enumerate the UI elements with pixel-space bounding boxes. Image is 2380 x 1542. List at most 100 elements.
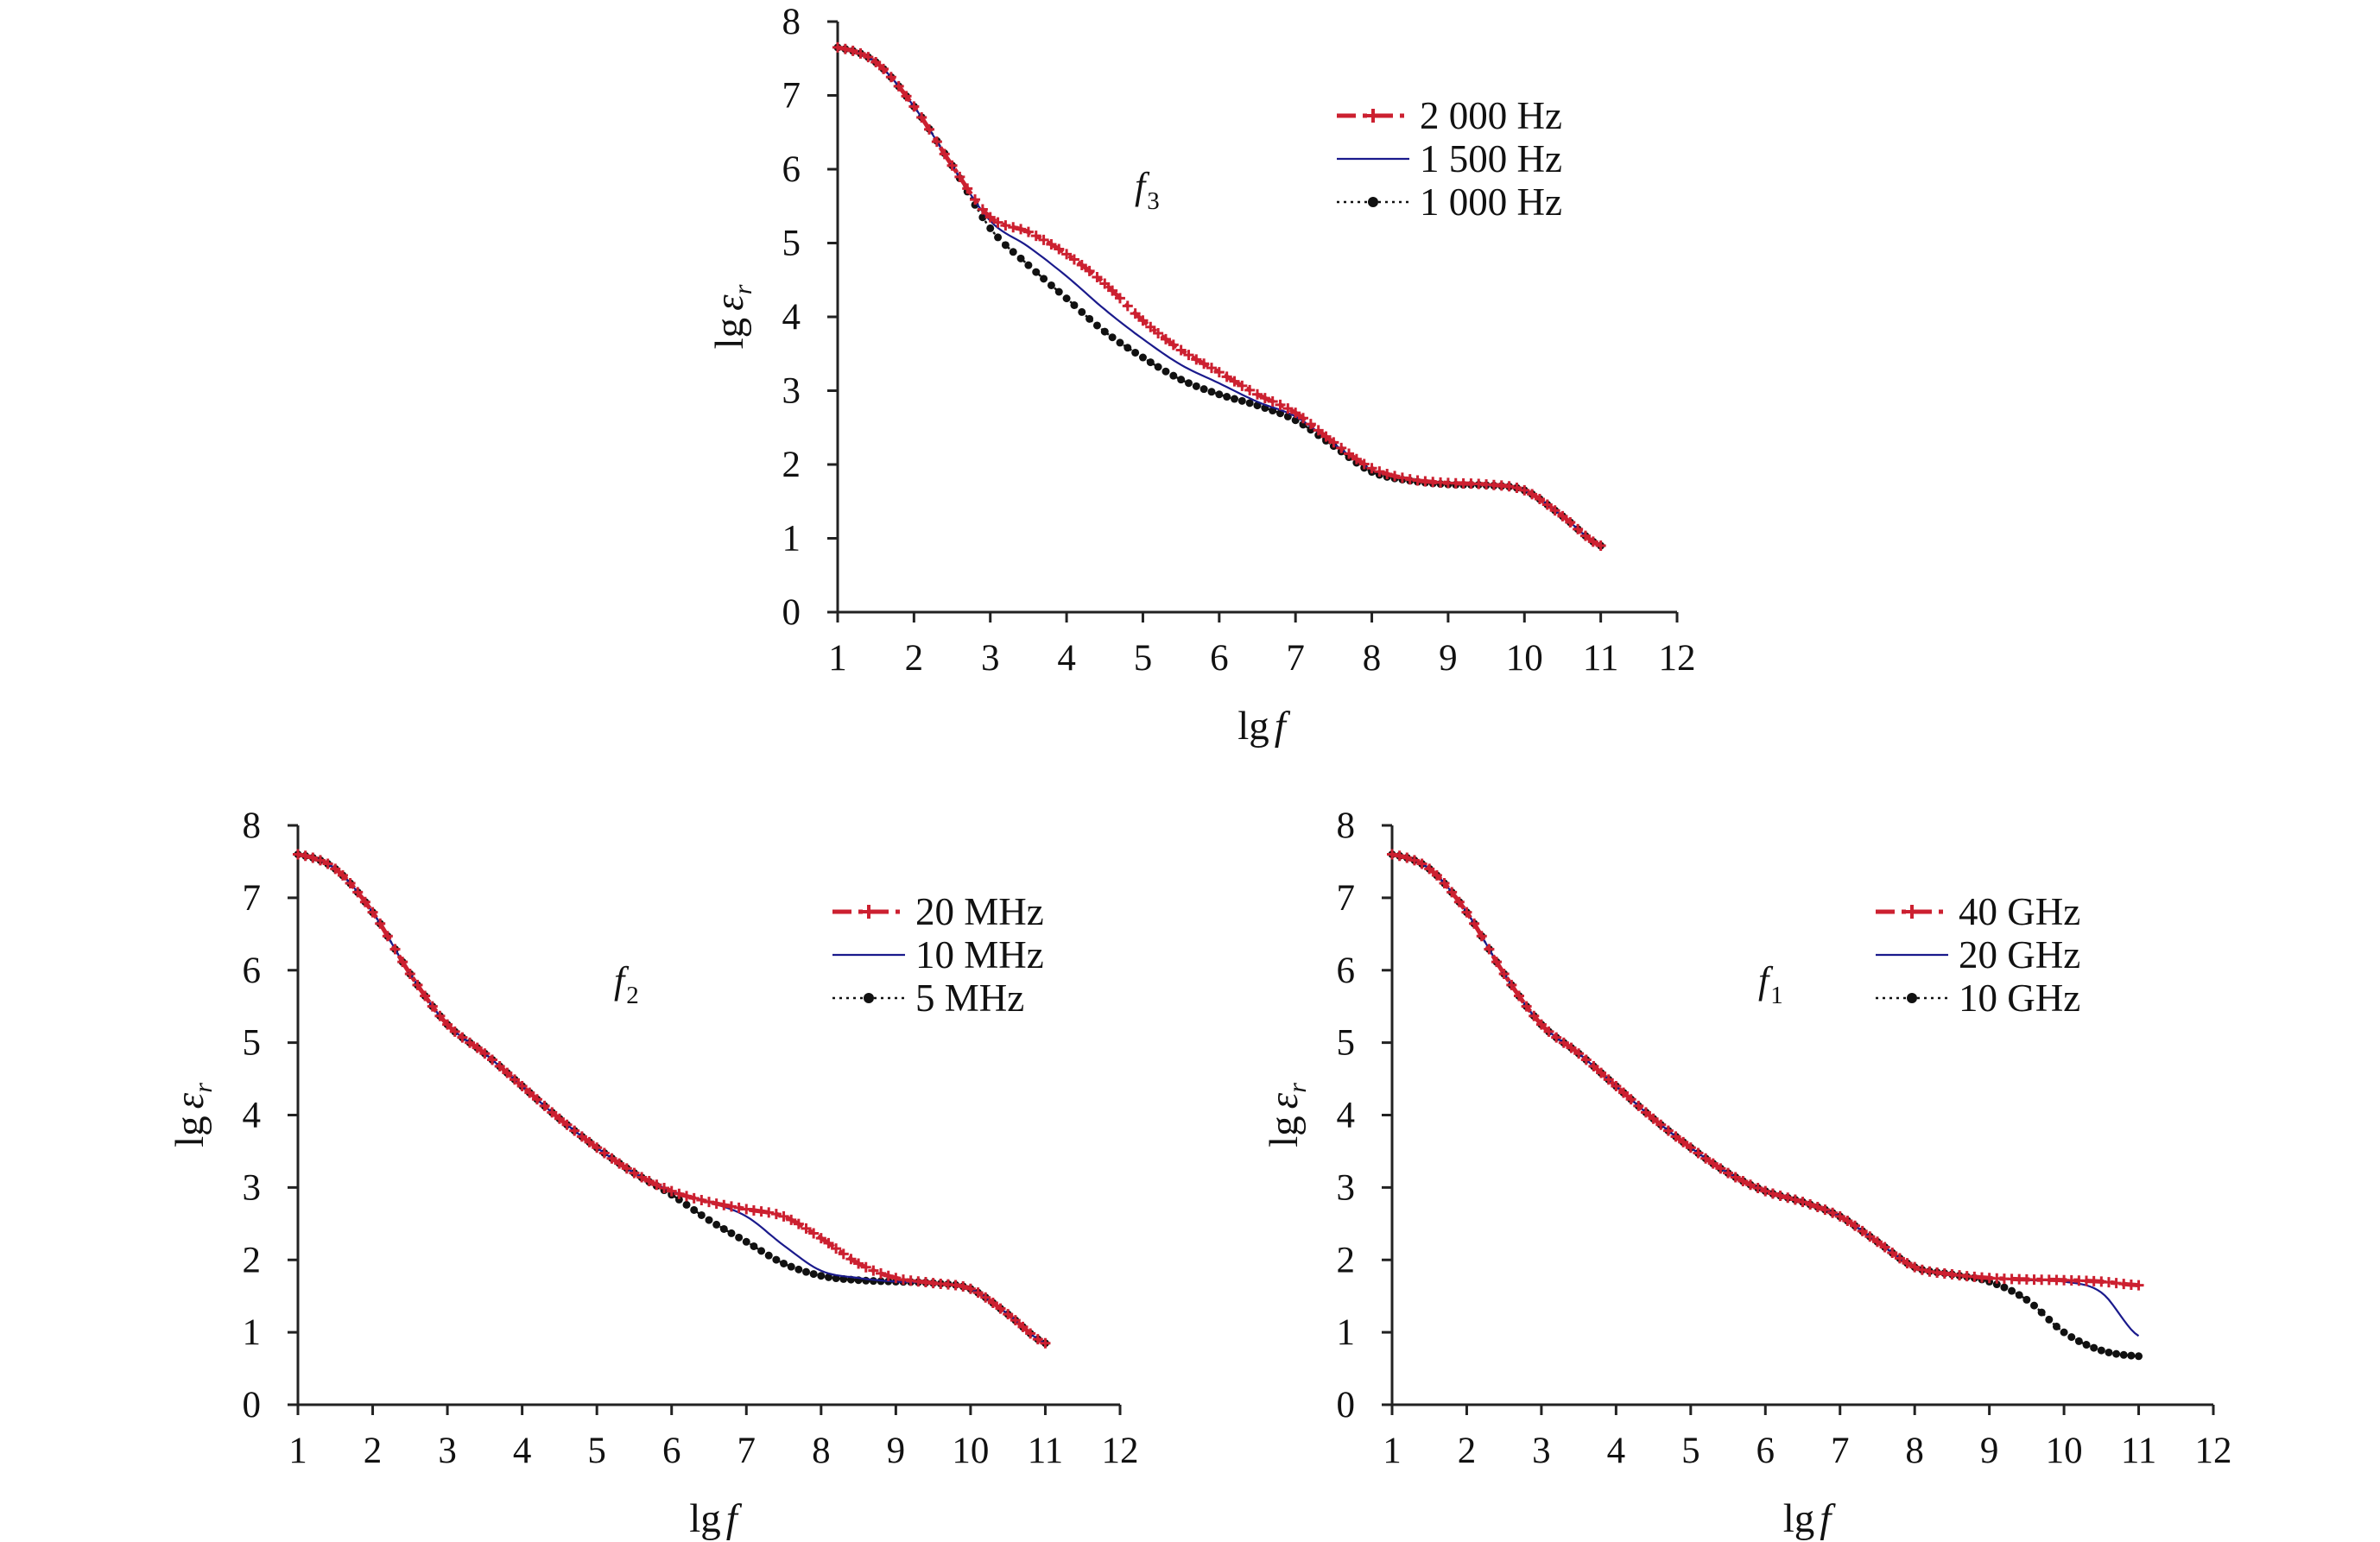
data-point: [1723, 1167, 1734, 1179]
data-point: [1032, 1334, 1043, 1345]
curve-annotation: f1: [1758, 959, 1783, 1009]
data-point: [1408, 855, 1420, 866]
data-point: [1738, 1175, 1749, 1186]
data-point: [1070, 300, 1079, 309]
data-point: [832, 41, 843, 53]
data-point: [1864, 1231, 1876, 1242]
data-point: [1328, 437, 1339, 448]
data-point: [1527, 489, 1538, 500]
data-point: [1168, 339, 1179, 351]
data-point: [727, 1229, 736, 1237]
data-point: [815, 1233, 826, 1244]
data-point: [1916, 1264, 1927, 1275]
data-point: [778, 1210, 789, 1222]
data-point: [1767, 1188, 1778, 1199]
data-point: [690, 1205, 699, 1214]
data-point: [539, 1100, 550, 1111]
data-point: [1213, 367, 1225, 378]
data-point: [970, 194, 981, 205]
data-point: [1909, 1261, 1921, 1273]
data-point: [1351, 453, 1362, 464]
x-tick-label: 10: [952, 1431, 989, 1471]
data-point: [1252, 389, 1263, 400]
legend-marker: [862, 905, 876, 919]
data-point: [1024, 261, 1033, 269]
data-point: [487, 1054, 498, 1065]
data-point: [1040, 275, 1048, 283]
data-point: [1162, 367, 1170, 376]
data-point: [337, 869, 348, 881]
data-point: [651, 1179, 662, 1191]
data-point: [1902, 1258, 1913, 1269]
data-point: [1484, 944, 1495, 955]
data-point: [2060, 1328, 2068, 1337]
data-point: [1625, 1094, 1636, 1105]
y-tick-label: 3: [243, 1167, 262, 1208]
data-point: [1595, 540, 1606, 552]
data-point: [1001, 241, 1010, 250]
data-point: [2105, 1348, 2113, 1356]
data-point: [1344, 448, 1355, 459]
data-point: [711, 1198, 722, 1210]
data-point: [1092, 321, 1101, 330]
data-point: [1267, 396, 1278, 408]
data-point: [1199, 385, 1208, 394]
data-point: [1587, 536, 1598, 547]
data-point: [868, 1265, 879, 1276]
data-point: [1016, 224, 1027, 235]
data-point: [643, 1175, 655, 1186]
data-point: [1116, 338, 1124, 347]
data-point: [1320, 431, 1332, 442]
data-point: [772, 1255, 781, 1264]
y-tick-label: 5: [782, 224, 801, 264]
data-point: [674, 1195, 683, 1204]
x-tick-label: 8: [1363, 638, 1382, 679]
x-tick-label: 12: [1659, 638, 1696, 679]
data-point: [1130, 308, 1141, 319]
data-point: [878, 63, 889, 74]
data-point: [598, 1147, 610, 1159]
legend-label: 20 GHz: [1959, 933, 2080, 976]
x-tick-label: 5: [1134, 638, 1153, 679]
data-point: [1047, 281, 1055, 289]
data-point: [1662, 1125, 1674, 1136]
data-point: [1498, 968, 1510, 979]
data-point: [712, 1220, 721, 1229]
x-tick-label: 6: [1210, 638, 1229, 679]
data-point: [345, 878, 356, 889]
data-point: [1010, 1315, 1021, 1326]
data-point: [697, 1210, 706, 1219]
data-point: [1431, 869, 1442, 881]
data-point: [561, 1119, 573, 1130]
data-point: [2067, 1333, 2076, 1342]
data-point: [1573, 1048, 1585, 1059]
data-point: [412, 979, 423, 990]
data-point: [787, 1262, 795, 1271]
data-point: [1076, 259, 1087, 270]
data-point: [1715, 1163, 1726, 1174]
data-point: [1282, 403, 1294, 414]
data-point: [1812, 1201, 1823, 1212]
data-point: [434, 1010, 446, 1021]
data-point: [636, 1172, 648, 1183]
data-point: [1040, 1337, 1051, 1349]
data-point: [939, 149, 950, 160]
data-point: [479, 1048, 491, 1059]
data-point: [1782, 1192, 1794, 1204]
data-point: [1439, 878, 1450, 889]
legend-marker: [1905, 905, 1919, 919]
data-point: [1025, 1328, 1036, 1339]
y-tick-label: 7: [243, 878, 262, 919]
data-point: [1402, 852, 1413, 863]
data-point: [1633, 1100, 1644, 1111]
y-axis-title: lgεr: [707, 284, 757, 349]
data-point: [893, 80, 904, 92]
data-point: [763, 1207, 775, 1218]
x-tick-label: 3: [981, 638, 1000, 679]
data-point: [1046, 239, 1057, 250]
data-point: [1551, 1032, 1562, 1043]
data-point: [1336, 442, 1347, 453]
y-tick-label: 3: [782, 371, 801, 412]
